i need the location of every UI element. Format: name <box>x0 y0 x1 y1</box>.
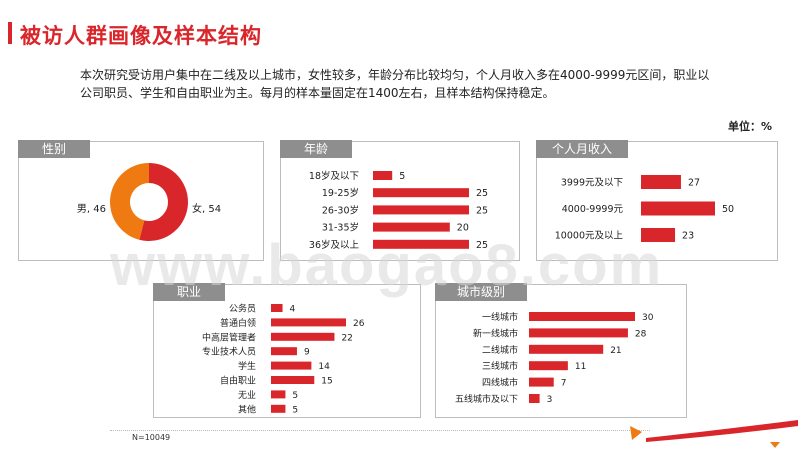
bar-category-label: 3999元及以下 <box>561 178 623 189</box>
pie-slice-label: 女, 54 <box>192 202 221 215</box>
bar-category-label: 三线城市 <box>482 360 518 372</box>
gender-panel: 女, 54 男, 46 <box>18 141 264 261</box>
watermark: www.baogao8.com <box>110 233 664 298</box>
city-panel: 一线城市 30 新一线城市 28 二线城市 21 三线城市 11 四线城市 7 五线城市及以下 3 <box>435 284 687 418</box>
bar-value-label: 15 <box>321 377 332 387</box>
bar-category-label: 新一线城市 <box>473 327 518 339</box>
bar-value-label: 5 <box>399 171 405 182</box>
bar-category-label: 四线城市 <box>482 377 518 389</box>
bar-value-label: 5 <box>292 391 298 401</box>
bar <box>529 312 635 321</box>
bar-value-label: 9 <box>304 348 310 358</box>
bar-category-label: 无业 <box>238 390 256 401</box>
bar-value-label: 5 <box>292 405 298 415</box>
bar-category-label: 学生 <box>238 360 256 372</box>
bar-value-label: 11 <box>575 362 586 372</box>
page-title: 被访人群画像及样本结构 <box>20 24 262 48</box>
bar-value-label: 23 <box>682 231 694 242</box>
unit-label: 单位：% <box>727 120 772 133</box>
bar-value-label: 27 <box>688 178 700 189</box>
bar-value-label: 28 <box>635 329 647 339</box>
bar <box>529 361 568 371</box>
bar-value-label: 25 <box>476 188 488 199</box>
bar-value-label: 26 <box>353 319 365 329</box>
bar-category-label: 4000-9999元 <box>562 204 624 215</box>
logo-swoosh <box>630 420 798 448</box>
bar <box>641 228 676 242</box>
pie-slice <box>139 163 188 241</box>
pie-slice-label: 男, 46 <box>77 203 106 215</box>
income-panel: 3999元及以下 27 4000-9999元 50 10000元及以上 23 <box>536 141 778 261</box>
intro-paragraph: 本次研究受访用户集中在二线及以上城市，女性较多，年龄分布比较均匀，个人月收入多在… <box>80 68 710 100</box>
bar-category-label: 一线城市 <box>482 311 518 323</box>
city-bar-chart: 一线城市 30 新一线城市 28 二线城市 21 三线城市 11 四线城市 7 五线城市及以下 3 <box>455 311 654 405</box>
bar-value-label: 3 <box>547 395 553 405</box>
city-panel-title: 城市级别 <box>435 283 527 301</box>
bar <box>271 404 286 413</box>
bar <box>373 239 469 249</box>
title-accent-bar <box>8 22 12 44</box>
bar <box>641 201 715 216</box>
bar-value-label: 50 <box>722 204 734 215</box>
bar-category-label: 19-25岁 <box>322 187 359 199</box>
bar-value-label: 25 <box>476 240 488 251</box>
income-panel-title: 个人月收入 <box>536 140 628 158</box>
bar <box>373 188 469 198</box>
bar-value-label: 30 <box>642 313 654 323</box>
bar <box>373 171 393 180</box>
bar-value-label: 20 <box>457 223 469 234</box>
bar-category-label: 自由职业 <box>220 375 256 387</box>
bar-value-label: 21 <box>610 346 621 356</box>
bar-category-label: 10000元及以上 <box>555 231 624 242</box>
bar <box>529 328 628 338</box>
occupation-panel-title: 职业 <box>153 283 225 301</box>
bar <box>529 377 554 387</box>
bar <box>271 361 312 370</box>
occupation-bar-chart: 公务员 4 普通白领 26 中高层管理者 22 专业技术人员 9 学生 14 自由职业 15 无业 5 其他… <box>202 303 365 416</box>
footer-divider <box>110 430 650 431</box>
sample-size: N=10049 <box>132 433 171 442</box>
bar-value-label: 4 <box>290 305 296 315</box>
bar <box>529 394 540 403</box>
gender-panel-title: 性别 <box>18 140 90 158</box>
bar-category-label: 31-35岁 <box>322 222 359 234</box>
bar-category-label: 专业技术人员 <box>202 346 256 358</box>
bar-category-label: 26-30岁 <box>322 204 359 216</box>
bar-value-label: 25 <box>476 205 488 216</box>
bar-category-label: 公务员 <box>229 303 256 315</box>
bar-value-label: 14 <box>318 362 330 372</box>
age-bar-chart: 18岁及以下 5 19-25岁 25 26-30岁 25 31-35岁 20 36岁及以上 25 <box>309 170 488 251</box>
bar-value-label: 7 <box>561 379 567 389</box>
bar <box>373 222 450 232</box>
bar <box>529 344 604 354</box>
gender-donut-chart: 女, 54 男, 46 <box>77 163 221 241</box>
bar-category-label: 其他 <box>238 403 256 415</box>
bar-category-label: 五线城市及以下 <box>455 393 518 405</box>
pie-slice <box>109 163 149 240</box>
bar <box>271 332 335 341</box>
bar-category-label: 二线城市 <box>482 344 518 356</box>
bar <box>271 304 283 312</box>
bar-category-label: 18岁及以下 <box>309 170 359 182</box>
occupation-panel: 公务员 4 普通白领 26 中高层管理者 22 专业技术人员 9 学生 14 自由职业 15 无业 5 其他… <box>153 284 421 418</box>
bar <box>641 175 681 189</box>
bar <box>271 318 346 327</box>
age-panel-title: 年龄 <box>280 140 352 158</box>
bar <box>271 390 286 399</box>
bar <box>271 347 297 356</box>
bar-category-label: 36岁及以上 <box>309 239 360 251</box>
bar <box>373 205 469 215</box>
bar-category-label: 普通白领 <box>220 317 256 329</box>
income-bar-chart: 3999元及以下 27 4000-9999元 50 10000元及以上 23 <box>555 175 734 242</box>
bar-value-label: 22 <box>341 333 352 343</box>
bar-category-label: 中高层管理者 <box>202 331 256 343</box>
age-panel: 18岁及以下 5 19-25岁 25 26-30岁 25 31-35岁 20 36岁及以上 25 <box>280 141 520 261</box>
bar <box>271 376 315 384</box>
